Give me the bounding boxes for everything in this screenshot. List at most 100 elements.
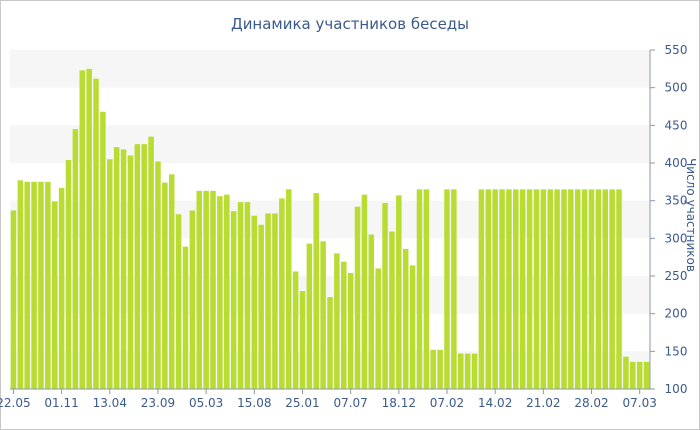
bar — [389, 231, 395, 389]
x-tick-label: 05.03 — [189, 396, 223, 410]
bar — [251, 215, 258, 389]
x-tick-label: 21.02 — [526, 396, 560, 410]
bar — [451, 189, 457, 389]
x-ticks-group: 22.05 01.11 13.04 23.09 05.03 15.08 25.01 07.07… — [0, 389, 657, 410]
bar — [464, 353, 471, 389]
bar — [437, 349, 443, 389]
y-ticks-group: 100 150 200 250 300 350 400 450 500 550 — [650, 43, 687, 396]
bar — [623, 356, 629, 389]
bar — [506, 189, 512, 389]
bar — [292, 271, 299, 389]
bar — [175, 214, 182, 389]
bar — [471, 353, 478, 389]
bar — [574, 189, 581, 389]
grid-band — [10, 200, 650, 239]
bar — [196, 190, 202, 389]
bar — [519, 189, 526, 389]
bar — [58, 187, 65, 389]
grid-band — [10, 50, 650, 88]
bar — [162, 182, 168, 389]
bar — [409, 265, 416, 389]
grid-band — [10, 125, 650, 163]
bar — [107, 159, 113, 389]
bar — [189, 210, 196, 389]
bar — [100, 111, 106, 390]
bar — [375, 268, 381, 389]
bar — [561, 189, 567, 389]
bar — [258, 224, 264, 389]
y-tick-label: 200 — [665, 307, 688, 321]
bar — [230, 211, 237, 389]
bar — [554, 189, 560, 389]
bar — [79, 70, 86, 389]
bar — [127, 155, 134, 389]
bar — [210, 190, 216, 389]
bar — [416, 189, 423, 389]
bar — [320, 241, 326, 389]
bar — [31, 181, 37, 389]
x-tick-label: 07.07 — [333, 396, 367, 410]
bar — [93, 78, 99, 390]
bar — [526, 189, 533, 389]
bar — [430, 349, 436, 389]
bar — [588, 189, 595, 389]
bar — [155, 161, 161, 389]
bar — [299, 291, 306, 389]
bar — [423, 189, 430, 389]
bar — [334, 253, 340, 389]
bar — [134, 144, 141, 389]
y-tick-label: 250 — [665, 269, 688, 283]
bar — [581, 189, 588, 389]
x-tick-label: 14.02 — [478, 396, 512, 410]
bar — [65, 159, 72, 389]
bar — [327, 297, 333, 389]
bar — [217, 196, 223, 389]
bar — [513, 189, 519, 389]
bar — [86, 68, 92, 389]
y-tick-label: 500 — [665, 81, 688, 95]
bar — [540, 189, 547, 389]
x-tick-label: 13.04 — [93, 396, 127, 410]
bar — [382, 202, 388, 389]
bars-group — [10, 68, 650, 390]
bar — [396, 195, 402, 389]
bar — [533, 189, 540, 389]
bar — [595, 189, 602, 389]
x-tick-label: 18.12 — [382, 396, 416, 410]
bar — [224, 194, 230, 389]
bar — [285, 189, 292, 389]
x-tick-label: 23.09 — [141, 396, 175, 410]
bar — [602, 189, 609, 389]
bar — [24, 181, 30, 389]
bar — [313, 193, 319, 389]
bar — [279, 198, 285, 389]
bar — [568, 189, 574, 389]
chart-title: Динамика участников беседы — [231, 15, 469, 33]
bar — [616, 189, 622, 389]
x-tick-label: 07.02 — [430, 396, 464, 410]
bar — [113, 147, 120, 389]
bar — [485, 189, 492, 389]
bar — [38, 181, 44, 389]
bar — [636, 361, 643, 389]
bar — [148, 136, 154, 389]
bar — [368, 234, 375, 389]
bar — [402, 248, 409, 389]
bar — [458, 353, 464, 389]
bar — [45, 181, 51, 389]
bar — [51, 201, 58, 389]
bar — [444, 189, 450, 389]
bar — [609, 189, 615, 389]
y-tick-label: 450 — [665, 118, 688, 132]
bar — [168, 174, 175, 389]
bar — [141, 144, 147, 389]
bar — [347, 272, 354, 389]
y-tick-label: 150 — [665, 344, 688, 358]
bar — [203, 190, 209, 389]
bar — [17, 180, 24, 389]
x-tick-label: 25.01 — [285, 396, 319, 410]
bar — [272, 213, 278, 389]
bar — [120, 149, 127, 389]
bar — [547, 189, 553, 389]
